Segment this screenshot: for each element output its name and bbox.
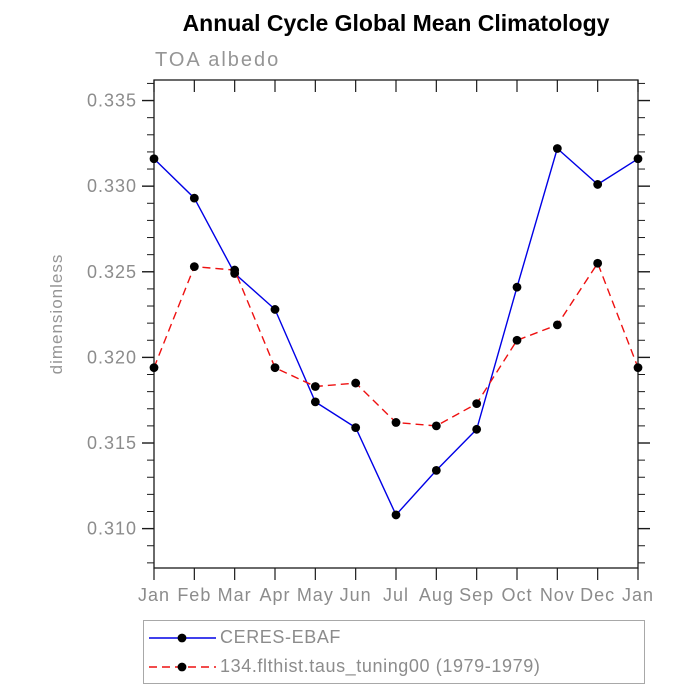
y-tick-label: 0.325 xyxy=(87,262,137,282)
data-point-marker xyxy=(270,305,280,314)
data-point-marker xyxy=(189,262,199,272)
data-point-marker xyxy=(472,399,482,409)
data-point-marker xyxy=(270,363,280,373)
data-point-marker xyxy=(351,378,361,388)
data-point-marker xyxy=(593,180,603,189)
data-point-marker xyxy=(230,265,240,275)
x-tick-label: Jun xyxy=(340,585,372,605)
legend-line-sample xyxy=(149,662,216,671)
x-tick-label: Jul xyxy=(383,585,409,605)
y-tick-label: 0.315 xyxy=(87,433,137,453)
x-tick-label: Jan xyxy=(622,585,654,605)
data-point-marker xyxy=(552,320,562,330)
data-point-marker xyxy=(472,424,482,434)
chart-title: Annual Cycle Global Mean Climatology xyxy=(182,10,610,36)
data-point-marker xyxy=(391,418,401,427)
data-point-marker xyxy=(512,335,522,345)
data-point-marker xyxy=(431,466,441,475)
x-tick-label: Jan xyxy=(138,585,170,605)
data-point-marker xyxy=(351,423,361,432)
x-tick-label: Feb xyxy=(177,585,211,605)
chart-subtitle: TOA albedo xyxy=(155,49,281,71)
data-point-marker xyxy=(310,397,320,407)
y-tick-label: 0.330 xyxy=(87,176,137,196)
data-point-marker xyxy=(149,363,159,373)
legend-item: 134.flthist.taus_tuning00 (1979-1979) xyxy=(147,655,644,679)
data-point-marker xyxy=(431,421,441,431)
x-tick-label: Mar xyxy=(218,585,252,605)
data-point-marker xyxy=(593,258,603,268)
x-tick-label: Dec xyxy=(580,585,615,605)
series-1 xyxy=(149,258,643,431)
data-point-marker xyxy=(633,363,643,373)
legend-box: CERES-EBAF 134.flthist.taus_tuning00 (19… xyxy=(143,620,645,684)
data-point-marker xyxy=(552,144,562,153)
y-tick-label: 0.335 xyxy=(87,91,137,111)
x-tick-label: Nov xyxy=(540,585,575,605)
x-tick-label: Sep xyxy=(459,585,494,605)
data-point-marker xyxy=(391,510,401,520)
legend-item-label: 134.flthist.taus_tuning00 (1979-1979) xyxy=(220,656,541,676)
x-tick-label: Apr xyxy=(259,585,290,605)
y-tick-label: 0.320 xyxy=(87,347,137,367)
y-tick-label: 0.310 xyxy=(87,519,137,539)
plot-frame xyxy=(153,79,639,569)
legend-item: CERES-EBAF xyxy=(147,626,644,650)
series-line xyxy=(153,261,639,427)
data-point-marker xyxy=(149,154,159,164)
data-point-marker xyxy=(633,154,643,164)
legend-line-sample xyxy=(149,633,216,642)
legend-item-label: CERES-EBAF xyxy=(220,627,342,647)
x-tick-label: Aug xyxy=(419,585,454,605)
series-0 xyxy=(149,144,643,520)
data-point-marker xyxy=(512,282,522,292)
data-point-marker xyxy=(189,193,199,203)
x-axis-ticks: Jan Feb Mar Apr May Jun Jul Aug Sep Oct Nov Dec Jan xyxy=(138,80,654,605)
data-point-marker xyxy=(310,382,320,391)
x-tick-label: May xyxy=(297,585,334,605)
y-axis-ticks: 0.310 0.315 0.320 0.325 0.330 0.335 xyxy=(87,82,650,564)
series-line xyxy=(153,147,639,517)
x-tick-label: Oct xyxy=(501,585,532,605)
